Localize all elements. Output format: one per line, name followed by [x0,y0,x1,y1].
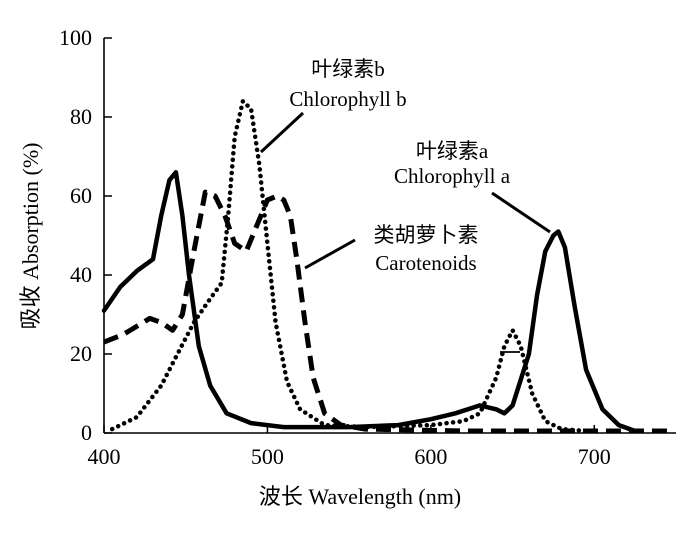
chlorophyll-a-pointer [491,191,551,234]
carotenoids-pointer [304,238,356,270]
x-tick-label-400: 400 [88,444,121,469]
series-line-carotenoids [103,189,673,434]
annotation-chlorophyll-a-cn: 叶绿素a [416,139,489,163]
series-line-chlorophyll-a [101,170,638,434]
annotation-chlorophyll-b-cn: 叶绿素b [311,57,385,81]
x-tick-label-700: 700 [578,444,611,469]
y-axis-label: 吸收 Absorption (%) [18,143,43,330]
series-layer [101,98,673,434]
annotation-carotenoids-en: Carotenoids [375,251,476,275]
ticks: 400 500 600 700 0 20 40 60 80 100 [59,25,611,469]
chlorophyll-b-pointer [259,111,305,154]
annotation-chlorophyll-a-en: Chlorophyll a [394,164,511,188]
x-tick-label-500: 500 [251,444,284,469]
x-axis-label: 波长 Wavelength (nm) [259,484,461,509]
y-tick-label-100: 100 [59,25,92,50]
y-tick-label-20: 20 [70,341,92,366]
x-tick-label-600: 600 [414,444,447,469]
y-tick-label-40: 40 [70,262,92,287]
y-tick-label-0: 0 [81,420,92,445]
y-tick-label-80: 80 [70,104,92,129]
y-tick-label-60: 60 [70,183,92,208]
axes [103,38,676,434]
annotation-carotenoids-cn: 类胡萝卜素 [374,223,479,247]
annotation-chlorophyll-b-en: Chlorophyll b [289,87,406,111]
series-line-chlorophyll-b [109,98,589,434]
annotation-layer: 叶绿素b Chlorophyll b 叶绿素a Chlorophyll a 类胡… [259,57,551,353]
